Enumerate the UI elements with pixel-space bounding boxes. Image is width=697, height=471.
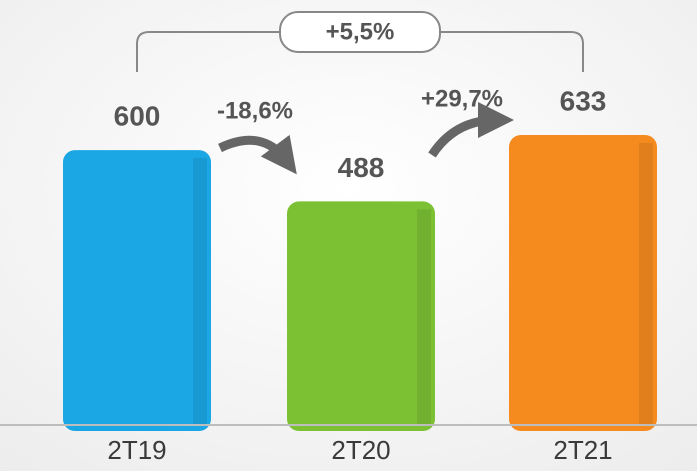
bar-shade: [193, 158, 207, 426]
bar: [63, 150, 211, 432]
total-change: +5,5%: [326, 18, 395, 45]
pill: [279, 11, 441, 53]
arrow: [428, 102, 514, 158]
bar: [287, 201, 435, 431]
value-label: 600: [114, 101, 161, 132]
bar-shade: [639, 143, 653, 425]
x-tick-label: 2T19: [107, 435, 166, 465]
x-tick-label: 2T21: [553, 435, 612, 465]
bar: [509, 135, 657, 431]
arrow: [218, 134, 297, 175]
value-label: 633: [560, 85, 607, 116]
value-label: 488: [338, 152, 385, 183]
change-label: -18,6%: [217, 97, 293, 124]
change-label: +29,7%: [421, 85, 503, 112]
bar-shade: [417, 209, 431, 425]
x-tick-label: 2T20: [331, 435, 390, 465]
